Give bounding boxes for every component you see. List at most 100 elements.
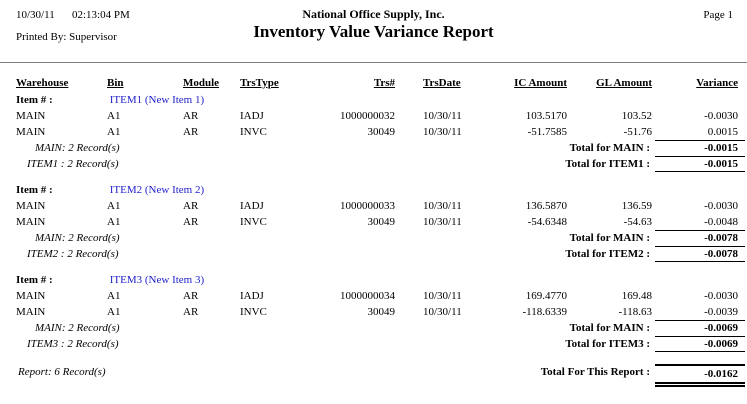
print-date: 10/30/11 — [16, 9, 55, 21]
item-total-line: ITEM3 : 2 Record(s) Total for ITEM3 : -0… — [0, 336, 747, 352]
cell-variance: -0.0048 — [704, 216, 738, 228]
cell-gl-amount: -54.63 — [623, 216, 652, 228]
item-header-line: Item # : ITEM1 (New Item 1) — [0, 92, 747, 108]
cell-ic-amount: 136.5870 — [525, 200, 567, 212]
cell-trstype: INVC — [240, 216, 267, 228]
warehouse-total-label: Total for MAIN : — [569, 322, 650, 334]
item-total-value: -0.0069 — [655, 336, 745, 352]
cell-module: AR — [183, 126, 199, 138]
cell-trsdate: 10/30/11 — [423, 306, 462, 318]
cell-gl-amount: -118.63 — [618, 306, 652, 318]
table-row: MAIN A1 AR INVC 30049 10/30/11 -54.6348 … — [0, 214, 747, 230]
cell-trstype: IADJ — [240, 110, 264, 122]
col-header-gl-amount: GL Amount — [596, 77, 652, 89]
cell-variance: 0.0015 — [707, 126, 738, 138]
item-record-count: ITEM1 : 2 Record(s) — [27, 158, 119, 170]
report-total-label: Total For This Report : — [540, 366, 650, 378]
item-total-line: ITEM1 : 2 Record(s) Total for ITEM1 : -0… — [0, 156, 747, 172]
col-header-module: Module — [183, 77, 220, 89]
cell-module: AR — [183, 216, 199, 228]
cell-warehouse: MAIN — [16, 216, 46, 228]
cell-trsnum: 1000000033 — [340, 200, 395, 212]
cell-trsnum: 30049 — [367, 306, 396, 318]
cell-trstype: INVC — [240, 126, 267, 138]
warehouse-record-count: MAIN: 2 Record(s) — [35, 322, 120, 334]
cell-warehouse: MAIN — [16, 126, 46, 138]
cell-trsdate: 10/30/11 — [423, 290, 462, 302]
warehouse-record-count: MAIN: 2 Record(s) — [35, 142, 120, 154]
cell-trsnum: 30049 — [367, 126, 396, 138]
cell-trsnum: 1000000032 — [340, 110, 395, 122]
item-section: Item # : ITEM1 (New Item 1) MAIN A1 AR I… — [0, 92, 747, 172]
cell-bin: A1 — [107, 126, 121, 138]
cell-trsnum: 30049 — [367, 216, 396, 228]
item-section: Item # : ITEM2 (New Item 2) MAIN A1 AR I… — [0, 182, 747, 262]
cell-trstype: IADJ — [240, 200, 264, 212]
warehouse-total-value: -0.0015 — [655, 140, 745, 156]
warehouse-total-value: -0.0069 — [655, 320, 745, 336]
col-header-trstype: TrsType — [240, 77, 279, 89]
cell-module: AR — [183, 110, 199, 122]
cell-trsdate: 10/30/11 — [423, 110, 462, 122]
company-name: National Office Supply, Inc. — [302, 7, 445, 21]
cell-ic-amount: 169.4770 — [525, 290, 567, 302]
col-header-bin: Bin — [107, 77, 124, 89]
item-section: Item # : ITEM3 (New Item 3) MAIN A1 AR I… — [0, 272, 747, 352]
table-row: MAIN A1 AR IADJ 1000000034 10/30/11 169.… — [0, 288, 747, 304]
warehouse-total-line: MAIN: 2 Record(s) Total for MAIN : -0.00… — [0, 320, 747, 336]
print-time: 02:13:04 PM — [72, 9, 130, 21]
cell-warehouse: MAIN — [16, 306, 46, 318]
col-header-ic-amount: IC Amount — [514, 77, 567, 89]
cell-variance: -0.0030 — [704, 110, 738, 122]
table-row: MAIN A1 AR INVC 30049 10/30/11 -118.6339… — [0, 304, 747, 320]
warehouse-total-line: MAIN: 2 Record(s) Total for MAIN : -0.00… — [0, 140, 747, 156]
report-record-count: Report: 6 Record(s) — [18, 366, 106, 378]
warehouse-total-line: MAIN: 2 Record(s) Total for MAIN : -0.00… — [0, 230, 747, 246]
warehouse-total-label: Total for MAIN : — [569, 232, 650, 244]
item-total-value: -0.0015 — [655, 156, 745, 172]
cell-gl-amount: 169.48 — [621, 290, 652, 302]
item-total-line: ITEM2 : 2 Record(s) Total for ITEM2 : -0… — [0, 246, 747, 262]
item-total-label: Total for ITEM1 : — [565, 158, 650, 170]
printed-by: Printed By: Supervisor — [16, 31, 117, 43]
cell-bin: A1 — [107, 216, 121, 228]
cell-trsdate: 10/30/11 — [423, 126, 462, 138]
cell-gl-amount: -51.76 — [623, 126, 652, 138]
report-total-value: -0.0162 — [655, 364, 745, 387]
item-number-label: Item # : — [16, 94, 53, 106]
item-total-label: Total for ITEM3 : — [565, 338, 650, 350]
cell-variance: -0.0030 — [704, 200, 738, 212]
warehouse-total-value: -0.0078 — [655, 230, 745, 246]
item-code: ITEM3 (New Item 3) — [109, 274, 205, 286]
item-code: ITEM1 (New Item 1) — [109, 94, 205, 106]
item-total-value: -0.0078 — [655, 246, 745, 262]
cell-module: AR — [183, 290, 199, 302]
item-header-line: Item # : ITEM3 (New Item 3) — [0, 272, 747, 288]
cell-trstype: INVC — [240, 306, 267, 318]
cell-variance: -0.0039 — [704, 306, 738, 318]
cell-warehouse: MAIN — [16, 200, 46, 212]
item-record-count: ITEM3 : 2 Record(s) — [27, 338, 119, 350]
col-header-warehouse: Warehouse — [16, 77, 69, 89]
item-number-label: Item # : — [16, 184, 53, 196]
cell-bin: A1 — [107, 110, 121, 122]
report-total-line: Report: 6 Record(s) Total For This Repor… — [0, 364, 747, 388]
item-total-label: Total for ITEM2 : — [565, 248, 650, 260]
col-header-variance: Variance — [696, 77, 738, 89]
cell-bin: A1 — [107, 290, 121, 302]
cell-bin: A1 — [107, 200, 121, 212]
item-number-label: Item # : — [16, 274, 53, 286]
cell-trsdate: 10/30/11 — [423, 216, 462, 228]
page-number: Page 1 — [703, 9, 733, 21]
cell-ic-amount: -118.6339 — [522, 306, 567, 318]
item-header-line: Item # : ITEM2 (New Item 2) — [0, 182, 747, 198]
cell-trsnum: 1000000034 — [340, 290, 395, 302]
report-title: Inventory Value Variance Report — [253, 22, 494, 41]
cell-module: AR — [183, 306, 199, 318]
table-row: MAIN A1 AR IADJ 1000000032 10/30/11 103.… — [0, 108, 747, 124]
col-header-trsdate: TrsDate — [423, 77, 461, 89]
col-header-trsnum: Trs# — [373, 77, 395, 89]
cell-ic-amount: 103.5170 — [525, 110, 567, 122]
table-row: MAIN A1 AR INVC 30049 10/30/11 -51.7585 … — [0, 124, 747, 140]
